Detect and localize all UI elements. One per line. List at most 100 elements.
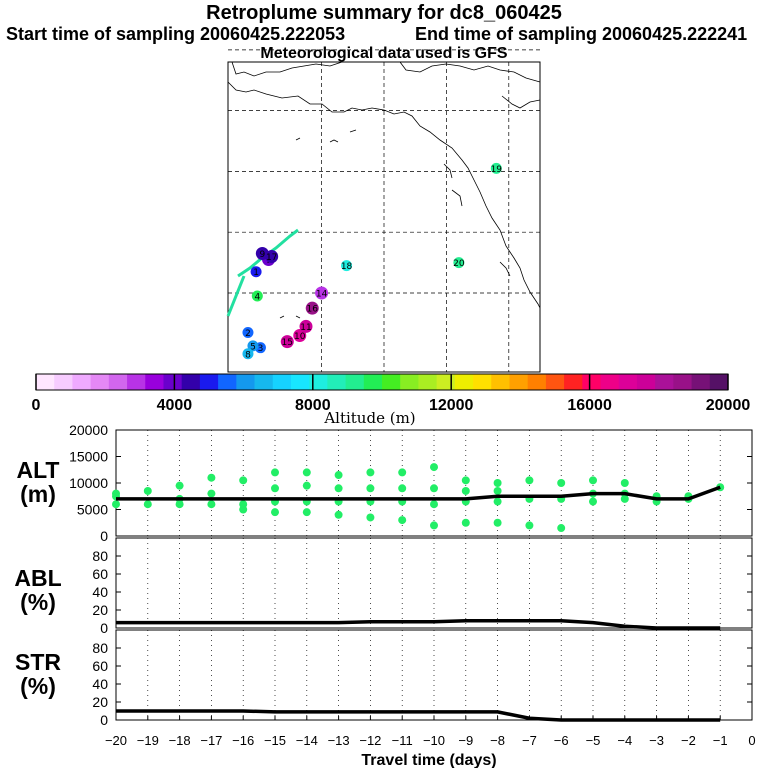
map-graticule: [228, 49, 540, 372]
colorbar-cell: [127, 374, 146, 390]
map-point-label: 1: [253, 268, 259, 278]
coastline-islands: [279, 129, 511, 319]
colorbar-cell: [673, 374, 692, 390]
alt-scatter-point: [398, 484, 407, 493]
alt-scatter-point: [493, 497, 502, 506]
x-tick-label: −6: [554, 733, 569, 748]
colorbar-cell: [618, 374, 638, 390]
alt-scatter-point: [398, 516, 407, 525]
colorbar-tick-label: 12000: [429, 397, 474, 414]
y-tick-label: 0: [100, 712, 108, 728]
colorbar-cell: [655, 374, 674, 390]
colorbar-cell: [636, 374, 656, 390]
colorbar-cell: [600, 374, 620, 390]
alt-scatter-point: [207, 473, 216, 482]
y-tick-label: 15000: [69, 449, 108, 465]
alt-scatter-point: [366, 484, 375, 493]
colorbar-cell: [272, 374, 292, 390]
colorbar-cell: [454, 374, 474, 390]
alt-scatter-point: [589, 497, 597, 506]
map-point-label: 14: [316, 289, 328, 299]
alt-scatter-point: [366, 468, 375, 477]
x-axis: −20 −19 −18 −17 −16 −15 −14 −13 −12 −11 −10 −9 −8 −7−…: [105, 716, 756, 768]
map-point-label: 4: [254, 293, 260, 303]
alt-scatter-point: [112, 500, 120, 509]
alt-scatter-point: [175, 481, 184, 490]
colorbar-cell: [145, 374, 164, 390]
alt-scatter-point: [525, 521, 534, 530]
colorbar-cell: [327, 374, 346, 390]
x-tick-label: 0: [748, 733, 755, 748]
percent-line: [116, 709, 721, 722]
y-tick-label: 80: [92, 548, 108, 564]
alt-scatter-point: [271, 508, 279, 517]
colorbar-tick-label: 0: [32, 397, 41, 414]
map-point: [280, 335, 294, 349]
alt-scatter-point: [461, 486, 470, 495]
map-point-label: 8: [245, 350, 251, 360]
alt-scatter-point: [620, 479, 629, 487]
met-data-label: Meteorological data used is GFS: [260, 45, 508, 62]
colorbar-tick-label: 16000: [567, 397, 612, 414]
alt-scatter-point: [430, 521, 438, 530]
timeseries-panels: 20000150001000050000ALT(m)806040200ABL(%…: [14, 422, 755, 768]
colorbar-tick-label: 8000: [295, 397, 331, 414]
x-tick-label: −2: [681, 733, 696, 748]
map-point: [242, 326, 254, 338]
panel-ylabel: ALT: [16, 457, 59, 483]
colorbar-cell: [254, 374, 274, 390]
alt-scatter-point: [302, 508, 311, 517]
alt-scatter-point: [398, 468, 407, 477]
alt-scatter-point: [302, 481, 311, 490]
alt-scatter-point: [493, 479, 502, 487]
colorbar-cell: [382, 374, 401, 390]
colorbar-cell: [90, 374, 110, 390]
page-title: Retroplume summary for dc8_060425: [206, 2, 562, 24]
panel-abl: 80 60 40 20 0 ABL(%): [14, 537, 753, 636]
alt-scatter-point: [430, 500, 438, 509]
map-point: [341, 260, 353, 272]
alt-scatter-point: [557, 524, 566, 533]
alt-scatter-point: [239, 476, 248, 485]
alt-scatter-point: [271, 468, 279, 477]
colorbar-cell: [582, 374, 601, 390]
map-point: [242, 348, 254, 360]
colorbar-cell: [236, 374, 255, 390]
map-point-label: 15: [282, 338, 293, 348]
colorbar-cell: [199, 374, 219, 390]
colorbar-cell: [163, 374, 183, 390]
map-point-label: 3: [258, 344, 264, 354]
map-point-label: 17: [266, 253, 277, 263]
y-tick-label: 5000: [77, 502, 108, 518]
panel-ylabel: STR: [15, 649, 61, 675]
colorbar-cell: [473, 374, 492, 390]
x-tick-label: −10: [423, 733, 445, 748]
colorbar-cell: [418, 374, 438, 390]
coastline-alaska: [227, 81, 541, 309]
alt-scatter-point: [302, 468, 311, 477]
map-point-label: 5: [250, 342, 256, 352]
x-tick-label: −7: [522, 733, 537, 748]
map-panel: 12345789101114151617181920: [226, 49, 541, 373]
alt-scatter-point: [461, 476, 470, 485]
map-point-label: 9: [259, 250, 265, 260]
alt-scatter-point: [271, 484, 279, 493]
map-point: [293, 329, 307, 343]
map-point: [251, 290, 263, 302]
start-time-label: Start time of sampling 20060425.222053: [6, 24, 346, 44]
map-point: [490, 162, 502, 174]
colorbar-cell: [545, 374, 565, 390]
x-tick-label: −11: [392, 733, 413, 748]
end-time-label: End time of sampling 20060425.222241: [415, 24, 748, 44]
y-tick-label: 40: [92, 584, 108, 600]
map-point: [299, 319, 313, 333]
colorbar-cell: [345, 374, 365, 390]
colorbar-cell: [564, 374, 583, 390]
y-tick-label: 20: [92, 694, 108, 710]
colorbar-cell: [218, 374, 237, 390]
alt-scatter-point: [143, 500, 152, 509]
panel-ylabel: ABL: [14, 565, 61, 591]
map-point-label: 2: [245, 329, 251, 339]
colorbar-cell: [709, 374, 729, 390]
colorbar-cell: [509, 374, 529, 390]
